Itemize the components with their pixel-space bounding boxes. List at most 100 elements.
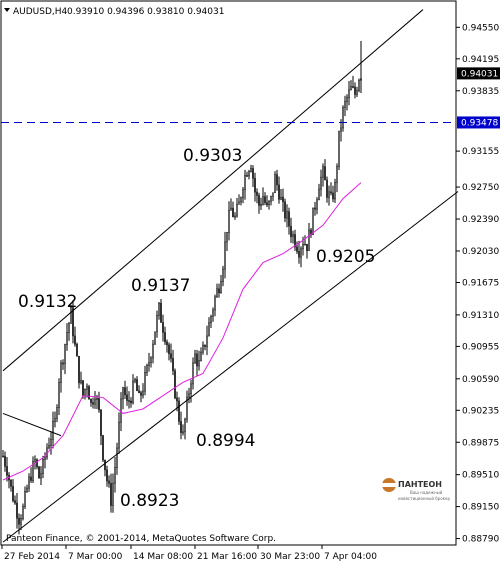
hline-price-value: 0.93478 [461,118,498,128]
moving-average-layer [2,182,362,481]
price-axis-label: 0.91675 [462,278,499,288]
candle-body [190,383,192,395]
candle-body [248,171,250,177]
candle-body [180,421,182,433]
candle-body [102,435,104,461]
candle-body [318,188,320,201]
time-axis-label: 7 Apr 04:00 [324,552,377,562]
candle-body [264,196,266,203]
annotation-0.9137: 0.9137 [131,276,190,296]
candle-body [148,362,150,366]
candle-body [292,234,294,238]
candle-body [340,127,342,132]
candle-body [186,396,188,420]
candle-body [246,175,248,177]
candle-body [76,343,78,357]
candle-body [286,211,288,219]
candle-body [188,393,190,398]
candle-body [80,380,82,384]
candle-body [90,398,92,403]
candle-body [352,86,354,88]
candle-body [254,177,256,193]
ohlc-values: 0.93910 0.94396 0.93810 0.94031 [67,7,224,17]
candle-body [256,191,258,196]
channel-line-upper [2,9,424,372]
price-axis-label: 0.90590 [462,375,499,385]
price-axis-label: 0.88790 [462,535,499,545]
candle-body [170,353,172,359]
candle-body [112,482,114,506]
candle-body [72,307,74,337]
candle-body [222,268,224,282]
candle-body [32,461,34,481]
price-axis-label: 0.92030 [462,247,499,257]
candle-body [194,353,196,364]
candle-body [320,176,322,190]
candle-body [64,344,66,364]
candle-body [354,86,356,95]
candle-body [24,491,26,507]
candle-body [162,322,164,333]
candle-body [96,398,98,400]
candle-body [192,362,194,385]
current-price-tag: 0.94031 [457,67,500,80]
candle-body [156,315,158,333]
channel-line-left-segment [2,412,62,437]
candle-body [78,355,80,384]
candles-layer [2,40,362,535]
candle-body [268,200,270,206]
candle-body [332,192,334,200]
candle-body [328,191,330,198]
candle-body [146,365,148,373]
candle-body [106,469,108,482]
candle-body [306,243,308,251]
candle-body [92,402,94,405]
candle-body [266,202,268,206]
logo-tagline-1: Ваш надежный [410,490,443,495]
symbol-timeframe: AUDUSD,H4 [13,7,68,17]
candle-body [220,281,222,293]
candle-body [118,421,120,449]
price-axis-label: 0.92750 [462,183,499,193]
candle-body [34,459,36,462]
candle-body [298,251,300,258]
candle-body [52,421,54,440]
current-price-tag-bg [457,67,500,80]
candle-body [344,101,346,108]
candle-body [86,386,88,390]
candle-body [168,344,170,354]
panteon-logo: ПАНТЕОН Ваш надежный инвестиционный брок… [382,478,451,501]
candle-body [44,456,46,460]
candle-body [260,203,262,206]
candle-body [200,351,202,361]
candle-body [40,473,42,479]
candle-body [236,204,238,217]
candle-body [242,189,244,199]
candle-body [142,390,144,396]
dropdown-arrow-icon[interactable] [4,8,10,12]
candle-body [196,353,198,367]
price-axis-label: 0.94550 [462,23,499,33]
candle-body [124,387,126,396]
candle-body [218,288,220,293]
price-axis-label: 0.91310 [462,311,499,321]
candle-body [228,209,230,233]
copyright-text: Panteon Finance, © 2001-2014, MetaQuotes… [6,534,276,544]
candle-body [94,398,96,405]
candle-body [160,302,162,323]
time-axis-label: 27 Feb 2014 [4,552,60,562]
candle-body [68,323,70,333]
candle-body [304,243,306,246]
candle-body [336,166,338,183]
candle-body [20,518,22,525]
candle-body [174,370,176,399]
candle-body [230,207,232,211]
candle-body [18,517,20,525]
annotation-0.9132: 0.9132 [18,292,77,312]
candle-body [38,466,40,479]
candle-body [322,166,324,178]
candle-body [116,447,118,468]
annotation-0.8923: 0.8923 [120,491,179,511]
